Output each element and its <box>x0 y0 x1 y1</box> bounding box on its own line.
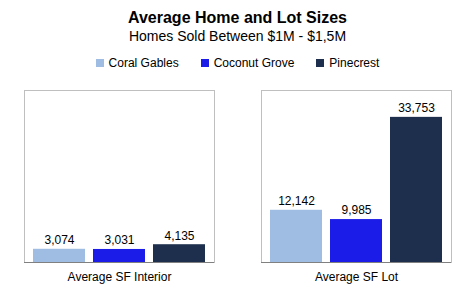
svg-text:12,142: 12,142 <box>278 194 315 208</box>
svg-text:33,753: 33,753 <box>398 101 435 115</box>
html-text:Pinecrest: Pinecrest <box>329 56 380 70</box>
svg-text:9,985: 9,985 <box>341 203 371 217</box>
html-text:Coral Gables: Coral Gables <box>108 56 179 70</box>
svg-text:3,031: 3,031 <box>104 233 134 247</box>
html-text:Average Home and Lot Sizes: Average Home and Lot Sizes <box>128 9 347 26</box>
svg-text:3,074: 3,074 <box>44 233 74 247</box>
svg-text:Average SF Lot: Average SF Lot <box>315 270 399 284</box>
svg-text:4,135: 4,135 <box>164 229 194 243</box>
svg-text:Average SF Interior: Average SF Interior <box>68 270 172 284</box>
html-text:Homes Sold Between $1M - $1,5M: Homes Sold Between $1M - $1,5M <box>128 28 346 44</box>
html-text:Coconut Grove: Coconut Grove <box>213 56 295 70</box>
